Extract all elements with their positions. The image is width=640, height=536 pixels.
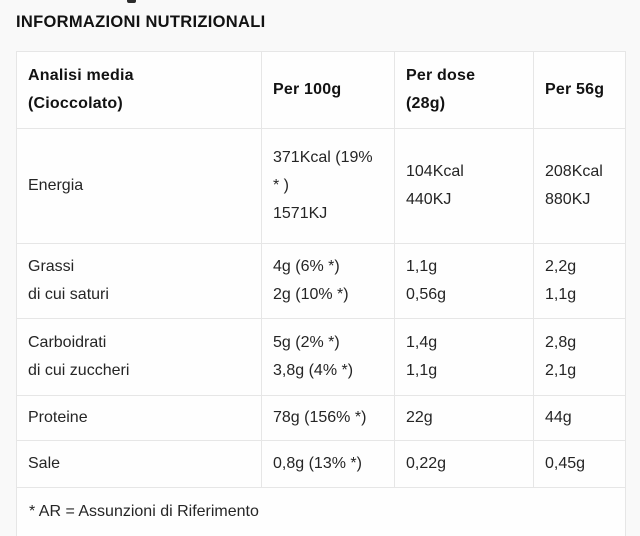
table-row-proteine: Proteine 78g (156% *) 22g 44g: [16, 395, 626, 441]
value-line: 104Kcal: [406, 163, 464, 180]
nutrition-table: Analisi media (Cioccolato) Per 100g Per …: [16, 51, 626, 536]
value-line: 1571KJ: [273, 205, 328, 222]
value-cell-per-56g: 2,8g 2,1g: [533, 318, 626, 396]
value-cell-per-100g: 78g (156% *): [261, 395, 395, 441]
value-line: 2,8g: [545, 334, 577, 351]
row-label-cell: Grassi di cui saturi: [16, 243, 262, 319]
value-line: 2,2g: [545, 258, 577, 275]
row-sublabel: di cui zuccheri: [28, 362, 130, 379]
table-row-sale: Sale 0,8g (13% *) 0,22g 0,45g: [16, 440, 626, 488]
value-line: 1,1g: [406, 258, 438, 275]
value-line: 2g (10% *): [273, 286, 349, 303]
value-cell-per-dose: 0,22g: [394, 440, 534, 488]
value-line: 1,4g: [406, 334, 438, 351]
table-row-grassi: Grassi di cui saturi 4g (6% *) 2g (10% *…: [16, 243, 626, 319]
row-label-cell: Sale: [16, 440, 262, 488]
header-label-line: (Cioccolato): [28, 95, 123, 112]
value-cell-per-dose: 1,4g 1,1g: [394, 318, 534, 396]
value-line: 2,1g: [545, 362, 577, 379]
header-cell-analisi-media: Analisi media (Cioccolato): [16, 51, 262, 129]
value-cell-per-dose: 1,1g 0,56g: [394, 243, 534, 319]
value-cell-per-dose: 22g: [394, 395, 534, 441]
row-label-cell: Proteine: [16, 395, 262, 441]
value-line: 1,1g: [406, 362, 438, 379]
value-line: 1,1g: [545, 286, 577, 303]
header-cell-per-100g: Per 100g: [261, 51, 395, 129]
value-line: 22g: [406, 409, 433, 426]
footnote-text: * AR = Assunzioni di Riferimento: [29, 502, 259, 520]
value-cell-per-dose: 104Kcal 440KJ: [394, 128, 534, 244]
value-cell-per-100g: 0,8g (13% *): [261, 440, 395, 488]
value-line: 78g (156% *): [273, 409, 367, 426]
header-cell-per-dose: Per dose (28g): [394, 51, 534, 129]
table-row-carboidrati: Carboidrati di cui zuccheri 5g (2% *) 3,…: [16, 318, 626, 396]
row-label-cell: Energia: [16, 128, 262, 244]
header-cell-per-56g: Per 56g: [533, 51, 626, 129]
header-label-line: Per 100g: [273, 81, 342, 98]
value-line: 371Kcal (19%: [273, 149, 373, 166]
value-line: 5g (2% *): [273, 334, 340, 351]
value-cell-per-56g: 2,2g 1,1g: [533, 243, 626, 319]
value-line: 0,45g: [545, 455, 586, 472]
value-line: * ): [273, 177, 289, 194]
value-line: 0,8g (13% *): [273, 455, 362, 472]
value-cell-per-56g: 0,45g: [533, 440, 626, 488]
header-label-line: Analisi media: [28, 67, 134, 84]
value-line: 0,56g: [406, 286, 447, 303]
footnote-cell: * AR = Assunzioni di Riferimento: [16, 487, 626, 536]
value-cell-per-100g: 4g (6% *) 2g (10% *): [261, 243, 395, 319]
table-row-energia: Energia 371Kcal (19% * ) 1571KJ 104Kcal …: [16, 128, 626, 244]
nutrition-table-container: Analisi media (Cioccolato) Per 100g Per …: [16, 51, 626, 536]
value-cell-per-56g: 208Kcal 880KJ: [533, 128, 626, 244]
value-cell-per-100g: 371Kcal (19% * ) 1571KJ: [261, 128, 395, 244]
row-label: Proteine: [28, 409, 88, 426]
section-title: INFORMAZIONI NUTRIZIONALI: [16, 13, 266, 31]
row-sublabel: di cui saturi: [28, 286, 109, 303]
table-footnote-row: * AR = Assunzioni di Riferimento: [16, 487, 626, 536]
row-label: Grassi: [28, 258, 75, 275]
value-cell-per-56g: 44g: [533, 395, 626, 441]
value-line: 208Kcal: [545, 163, 603, 180]
cropped-text-fragment: [127, 0, 136, 3]
value-line: 4g (6% *): [273, 258, 340, 275]
table-header-row: Analisi media (Cioccolato) Per 100g Per …: [16, 51, 626, 129]
header-label-line: Per 56g: [545, 81, 605, 98]
value-line: 44g: [545, 409, 572, 426]
header-label-line: Per dose: [406, 67, 476, 84]
value-line: 440KJ: [406, 191, 452, 208]
row-label: Energia: [28, 177, 84, 194]
value-line: 880KJ: [545, 191, 591, 208]
value-cell-per-100g: 5g (2% *) 3,8g (4% *): [261, 318, 395, 396]
value-line: 0,22g: [406, 455, 447, 472]
value-line: 3,8g (4% *): [273, 362, 354, 379]
row-label: Carboidrati: [28, 334, 107, 351]
header-label-line: (28g): [406, 95, 446, 112]
row-label: Sale: [28, 455, 61, 472]
row-label-cell: Carboidrati di cui zuccheri: [16, 318, 262, 396]
